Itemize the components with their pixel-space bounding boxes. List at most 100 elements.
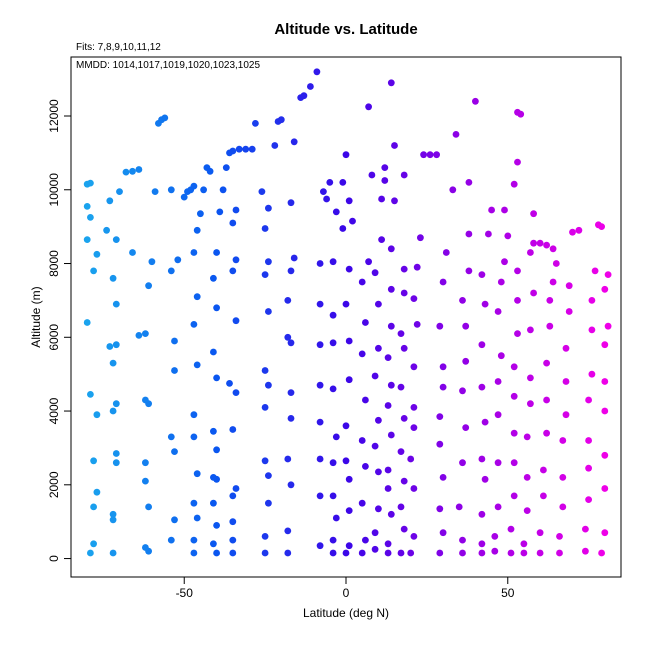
data-point [213, 446, 221, 454]
data-point [491, 533, 499, 540]
data-point [543, 396, 550, 404]
data-point [193, 226, 201, 234]
data-point [449, 186, 457, 194]
data-point [439, 529, 447, 537]
data-point [229, 426, 237, 433]
data-point [358, 350, 366, 358]
data-point [439, 278, 447, 286]
data-point [510, 459, 518, 467]
data-point [167, 267, 175, 275]
data-point [229, 147, 237, 155]
data-point [265, 381, 272, 389]
data-point [514, 330, 521, 337]
data-point [345, 265, 353, 273]
data-point [391, 142, 398, 149]
data-point [598, 549, 605, 557]
data-point [462, 424, 470, 431]
data-point [478, 383, 486, 391]
data-point [397, 549, 405, 557]
data-point [106, 197, 114, 205]
data-point [559, 437, 567, 444]
data-point [433, 151, 440, 159]
data-point [171, 516, 178, 524]
data-point [559, 503, 567, 511]
data-point [329, 459, 337, 467]
data-point [235, 145, 243, 153]
data-point [112, 459, 120, 467]
data-point [197, 210, 204, 218]
data-point [601, 451, 609, 459]
data-point [87, 214, 94, 221]
data-point [258, 188, 266, 196]
data-point [342, 422, 350, 430]
data-point [287, 389, 295, 396]
data-point [562, 411, 570, 419]
data-point [420, 151, 427, 159]
data-point [387, 431, 395, 439]
data-point [604, 271, 612, 278]
data-point [112, 300, 120, 308]
x-axis: -50 0 50 [176, 576, 515, 600]
data-point [417, 234, 424, 242]
data-point [229, 536, 237, 544]
data-point [142, 459, 149, 467]
data-point [501, 258, 508, 266]
data-point [342, 300, 350, 308]
x-tick-label: -50 [176, 586, 194, 600]
data-point [93, 250, 101, 258]
data-point [549, 245, 557, 253]
data-point [381, 177, 389, 184]
data-point [397, 448, 405, 455]
data-point [316, 260, 324, 267]
data-point [261, 225, 269, 232]
data-point [546, 297, 554, 304]
data-point [329, 258, 337, 266]
data-point [358, 437, 366, 444]
data-point [384, 485, 392, 492]
data-point [358, 549, 366, 557]
data-point [585, 396, 592, 404]
data-point [326, 179, 334, 186]
data-point [261, 549, 269, 557]
data-point [300, 92, 308, 100]
data-point [523, 507, 531, 514]
data-point [527, 400, 534, 408]
data-point [530, 239, 537, 247]
data-point [83, 203, 91, 210]
data-point [384, 549, 392, 557]
data-point [316, 341, 324, 349]
data-point [332, 433, 340, 441]
data-point [206, 167, 214, 175]
data-point [588, 297, 596, 304]
data-point [478, 455, 486, 463]
data-point [190, 499, 198, 507]
data-point [316, 300, 324, 308]
data-point [167, 433, 175, 441]
data-point [284, 455, 292, 463]
data-point [582, 547, 589, 555]
y-tick-label: 12000 [47, 99, 61, 133]
data-point [400, 415, 408, 422]
data-point [462, 322, 470, 330]
data-point [604, 322, 612, 330]
data-point [543, 359, 550, 367]
data-point [109, 549, 117, 557]
data-point [87, 549, 94, 557]
data-point [375, 300, 382, 308]
data-point [481, 300, 489, 308]
data-point [465, 179, 473, 186]
data-point [109, 359, 117, 367]
data-point [465, 267, 473, 275]
data-point [485, 230, 492, 238]
data-point [90, 457, 97, 465]
data-point [316, 418, 324, 426]
data-point [190, 411, 198, 419]
data-point [329, 492, 337, 500]
data-point [436, 505, 444, 513]
data-point [601, 485, 609, 492]
data-point [510, 363, 518, 371]
y-axis-label: Altitude (m) [29, 286, 43, 347]
data-point [375, 344, 382, 352]
data-point [413, 263, 421, 271]
